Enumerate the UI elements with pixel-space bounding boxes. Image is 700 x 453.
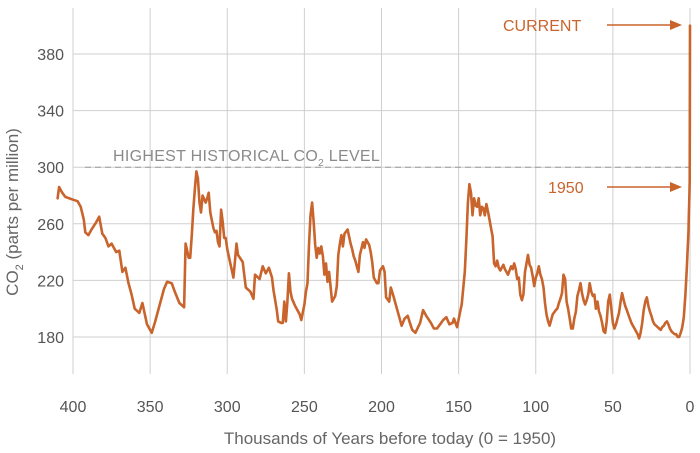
x-tick-label: 100 bbox=[522, 399, 549, 416]
y-axis-label-main: CO bbox=[3, 270, 22, 296]
current-annotation-label: CURRENT bbox=[503, 18, 581, 35]
y-tick-label: 180 bbox=[37, 330, 64, 347]
reference-label-sub: 2 bbox=[318, 158, 324, 169]
grid bbox=[72, 8, 691, 374]
y-tick-label: 380 bbox=[37, 47, 64, 64]
y-axis-label-sub: 2 bbox=[14, 264, 26, 270]
current-arrow-head bbox=[670, 20, 682, 30]
x-tick-label: 50 bbox=[604, 399, 622, 416]
reference-line-group: HIGHEST HISTORICAL CO2 LEVEL bbox=[85, 148, 690, 169]
reference-label-pre: HIGHEST HISTORICAL CO bbox=[113, 148, 318, 165]
y-tick-label: 220 bbox=[37, 273, 64, 290]
y-tick-label: 340 bbox=[37, 104, 64, 121]
x-axis-label: Thousands of Years before today (0 = 195… bbox=[224, 429, 556, 448]
y-axis-label-rest: (parts per million) bbox=[3, 128, 22, 264]
x-tick-label: 200 bbox=[368, 399, 395, 416]
1950-arrow-head bbox=[670, 182, 682, 192]
y-axis-label: CO2 (parts per million) bbox=[3, 128, 26, 296]
x-tick-label: 350 bbox=[137, 399, 164, 416]
x-tick-label: 150 bbox=[445, 399, 472, 416]
reference-line-label: HIGHEST HISTORICAL CO2 LEVEL bbox=[113, 148, 380, 169]
series-line-co2 bbox=[56, 24, 692, 340]
x-tick-label: 0 bbox=[686, 399, 695, 416]
reference-label-post: LEVEL bbox=[324, 148, 380, 165]
x-tick-label: 300 bbox=[214, 399, 241, 416]
y-tick-label: 300 bbox=[37, 160, 64, 177]
x-tick-labels: 400 350 300 250 200 150 100 50 0 bbox=[60, 399, 695, 416]
x-tick-label: 400 bbox=[60, 399, 87, 416]
x-tick-label: 250 bbox=[291, 399, 318, 416]
y-tick-labels: 180 220 260 300 340 380 bbox=[37, 47, 64, 347]
y-tick-label: 260 bbox=[37, 217, 64, 234]
1950-annotation-label: 1950 bbox=[548, 180, 584, 197]
